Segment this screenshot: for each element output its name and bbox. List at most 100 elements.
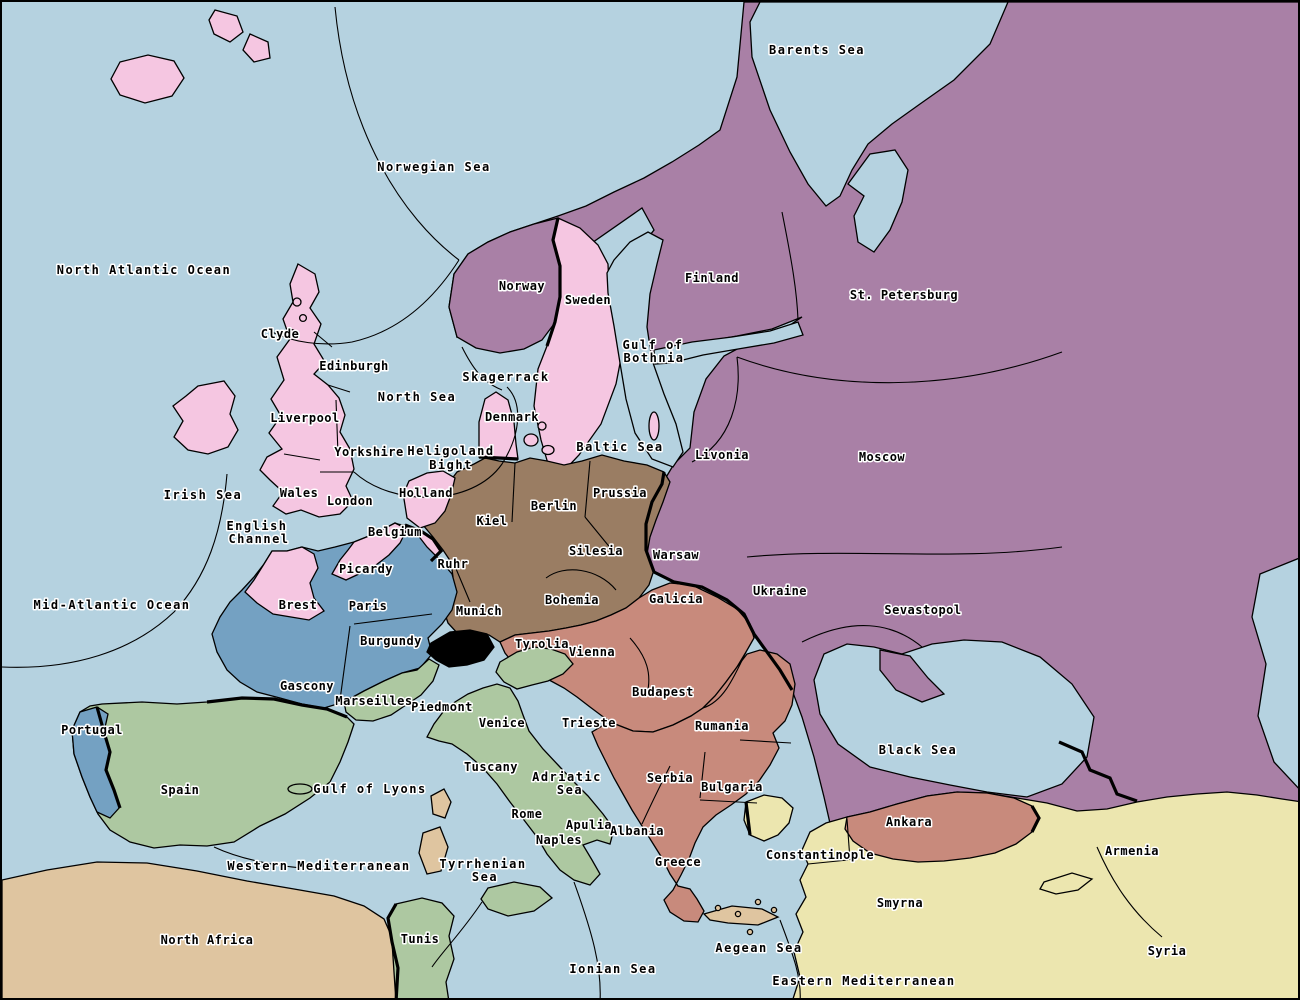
province-label: Tuscany — [464, 760, 518, 774]
province-label: Yorkshire — [334, 445, 404, 459]
island-iceland[interactable] — [110, 54, 185, 104]
island-aegean-2[interactable] — [734, 910, 742, 918]
island-jutland-tip[interactable] — [537, 421, 547, 431]
province-label: North Africa — [161, 933, 254, 947]
island-hebrides-1[interactable] — [292, 297, 302, 307]
island-sardinia[interactable] — [418, 826, 449, 875]
province-label: Denmark — [485, 410, 539, 424]
island-crete[interactable] — [702, 905, 780, 926]
sea-label: Bight — [429, 458, 473, 472]
island-sicily[interactable] — [480, 881, 554, 917]
province-label: Greece — [655, 855, 701, 869]
island-aegean-5[interactable] — [746, 928, 754, 936]
province-label: Ankara — [886, 815, 932, 829]
province-label: Paris — [349, 599, 388, 613]
island-aegean-3[interactable] — [754, 898, 762, 906]
sea-label: Western Mediterranean — [227, 859, 410, 873]
border-norway-sweden — [545, 217, 562, 347]
island-arctic-1[interactable] — [208, 9, 244, 43]
province-marseilles[interactable] — [343, 658, 440, 722]
province-label: Spain — [161, 783, 200, 797]
province-italy[interactable] — [426, 683, 615, 886]
sea-label: Skagerrack — [462, 370, 549, 384]
island-arctic-2[interactable] — [242, 33, 271, 63]
province-constantinople-west[interactable] — [743, 794, 794, 842]
island-aegean-4[interactable] — [770, 906, 778, 914]
province-label: Rumania — [695, 719, 749, 733]
province-label: Ruhr — [438, 557, 469, 571]
province-denmark[interactable] — [478, 391, 519, 460]
province-tyrolia[interactable] — [495, 646, 574, 690]
sea-label: Tyrrhenian — [439, 857, 526, 871]
province-label: Galicia — [649, 592, 703, 606]
island-zealand[interactable] — [523, 433, 539, 447]
sea-label: Bothnia — [623, 351, 684, 365]
province-label: Bulgaria — [701, 780, 763, 794]
province-label: Ukraine — [753, 584, 807, 598]
sea-gulf-of-bothnia[interactable] — [606, 231, 684, 468]
island-hebrides-3[interactable] — [287, 328, 297, 338]
province-label: Vienna — [569, 645, 615, 659]
province-switzerland[interactable] — [426, 629, 495, 668]
province-label: Burgundy — [360, 634, 422, 648]
province-label: Gascony — [280, 679, 334, 693]
province-holland[interactable] — [403, 470, 456, 529]
province-label: Norway — [499, 279, 545, 293]
province-label: Venice — [479, 716, 525, 730]
province-ireland[interactable] — [172, 380, 239, 455]
province-ankara[interactable] — [844, 791, 1040, 863]
province-balkans[interactable] — [591, 649, 796, 923]
sea-label: Mid-Atlantic Ocean — [33, 598, 190, 612]
island-funen[interactable] — [541, 444, 555, 456]
island-aegean-1[interactable] — [714, 904, 722, 912]
island-gotland[interactable] — [648, 411, 660, 441]
province-label: Tunis — [401, 932, 440, 946]
sea-label: North Atlantic Ocean — [57, 263, 232, 277]
province-label: Constantinople — [766, 848, 874, 862]
island-cyprus[interactable] — [1039, 872, 1094, 895]
province-label: Holland — [399, 486, 453, 500]
province-label: Piedmont — [411, 700, 473, 714]
province-label: St. Petersburg — [850, 288, 958, 302]
island-hebrides-2[interactable] — [298, 313, 308, 323]
sea-black-sea[interactable] — [813, 639, 1095, 798]
island-balearics[interactable] — [287, 783, 313, 795]
province-label: Rome — [512, 807, 543, 821]
sea-label: Baltic Sea — [576, 440, 663, 454]
province-picardy[interactable] — [331, 522, 408, 581]
province-label: Picardy — [339, 562, 393, 576]
province-label: Serbia — [647, 771, 693, 785]
province-brest[interactable] — [244, 546, 325, 621]
sea-label: Adriatic — [532, 770, 602, 784]
province-crimea[interactable] — [879, 649, 946, 703]
sea-label: Barents Sea — [769, 43, 865, 57]
province-label: Warsaw — [653, 548, 700, 562]
province-label: Bohemia — [545, 593, 599, 607]
sea-gulf-of-finland[interactable] — [653, 321, 804, 365]
sea-label: Heligoland — [407, 444, 494, 458]
province-label: Apulia — [566, 818, 612, 832]
province-label: Belgium — [368, 525, 422, 539]
province-label: Moscow — [859, 450, 906, 464]
sea-barents-bay[interactable] — [749, 2, 1009, 207]
province-label: Brest — [279, 598, 318, 612]
sea-caspian[interactable] — [1251, 557, 1298, 792]
province-label: Berlin — [531, 499, 577, 513]
sea-white-sea[interactable] — [847, 149, 909, 253]
province-label: Trieste — [562, 716, 616, 730]
sea-label: Gulf of — [622, 338, 683, 352]
province-label: Albania — [610, 824, 664, 838]
province-label: London — [327, 494, 373, 508]
province-borders-thin — [283, 211, 1163, 938]
island-corsica[interactable] — [430, 788, 452, 819]
sea-label: Sea — [472, 870, 498, 884]
province-label: Prussia — [593, 486, 647, 500]
province-label: Silesia — [569, 544, 623, 558]
sea-label: Eastern Mediterranean — [772, 974, 955, 988]
province-label: Budapest — [632, 685, 694, 699]
province-britain[interactable] — [259, 263, 355, 518]
province-label: Armenia — [1105, 844, 1159, 858]
